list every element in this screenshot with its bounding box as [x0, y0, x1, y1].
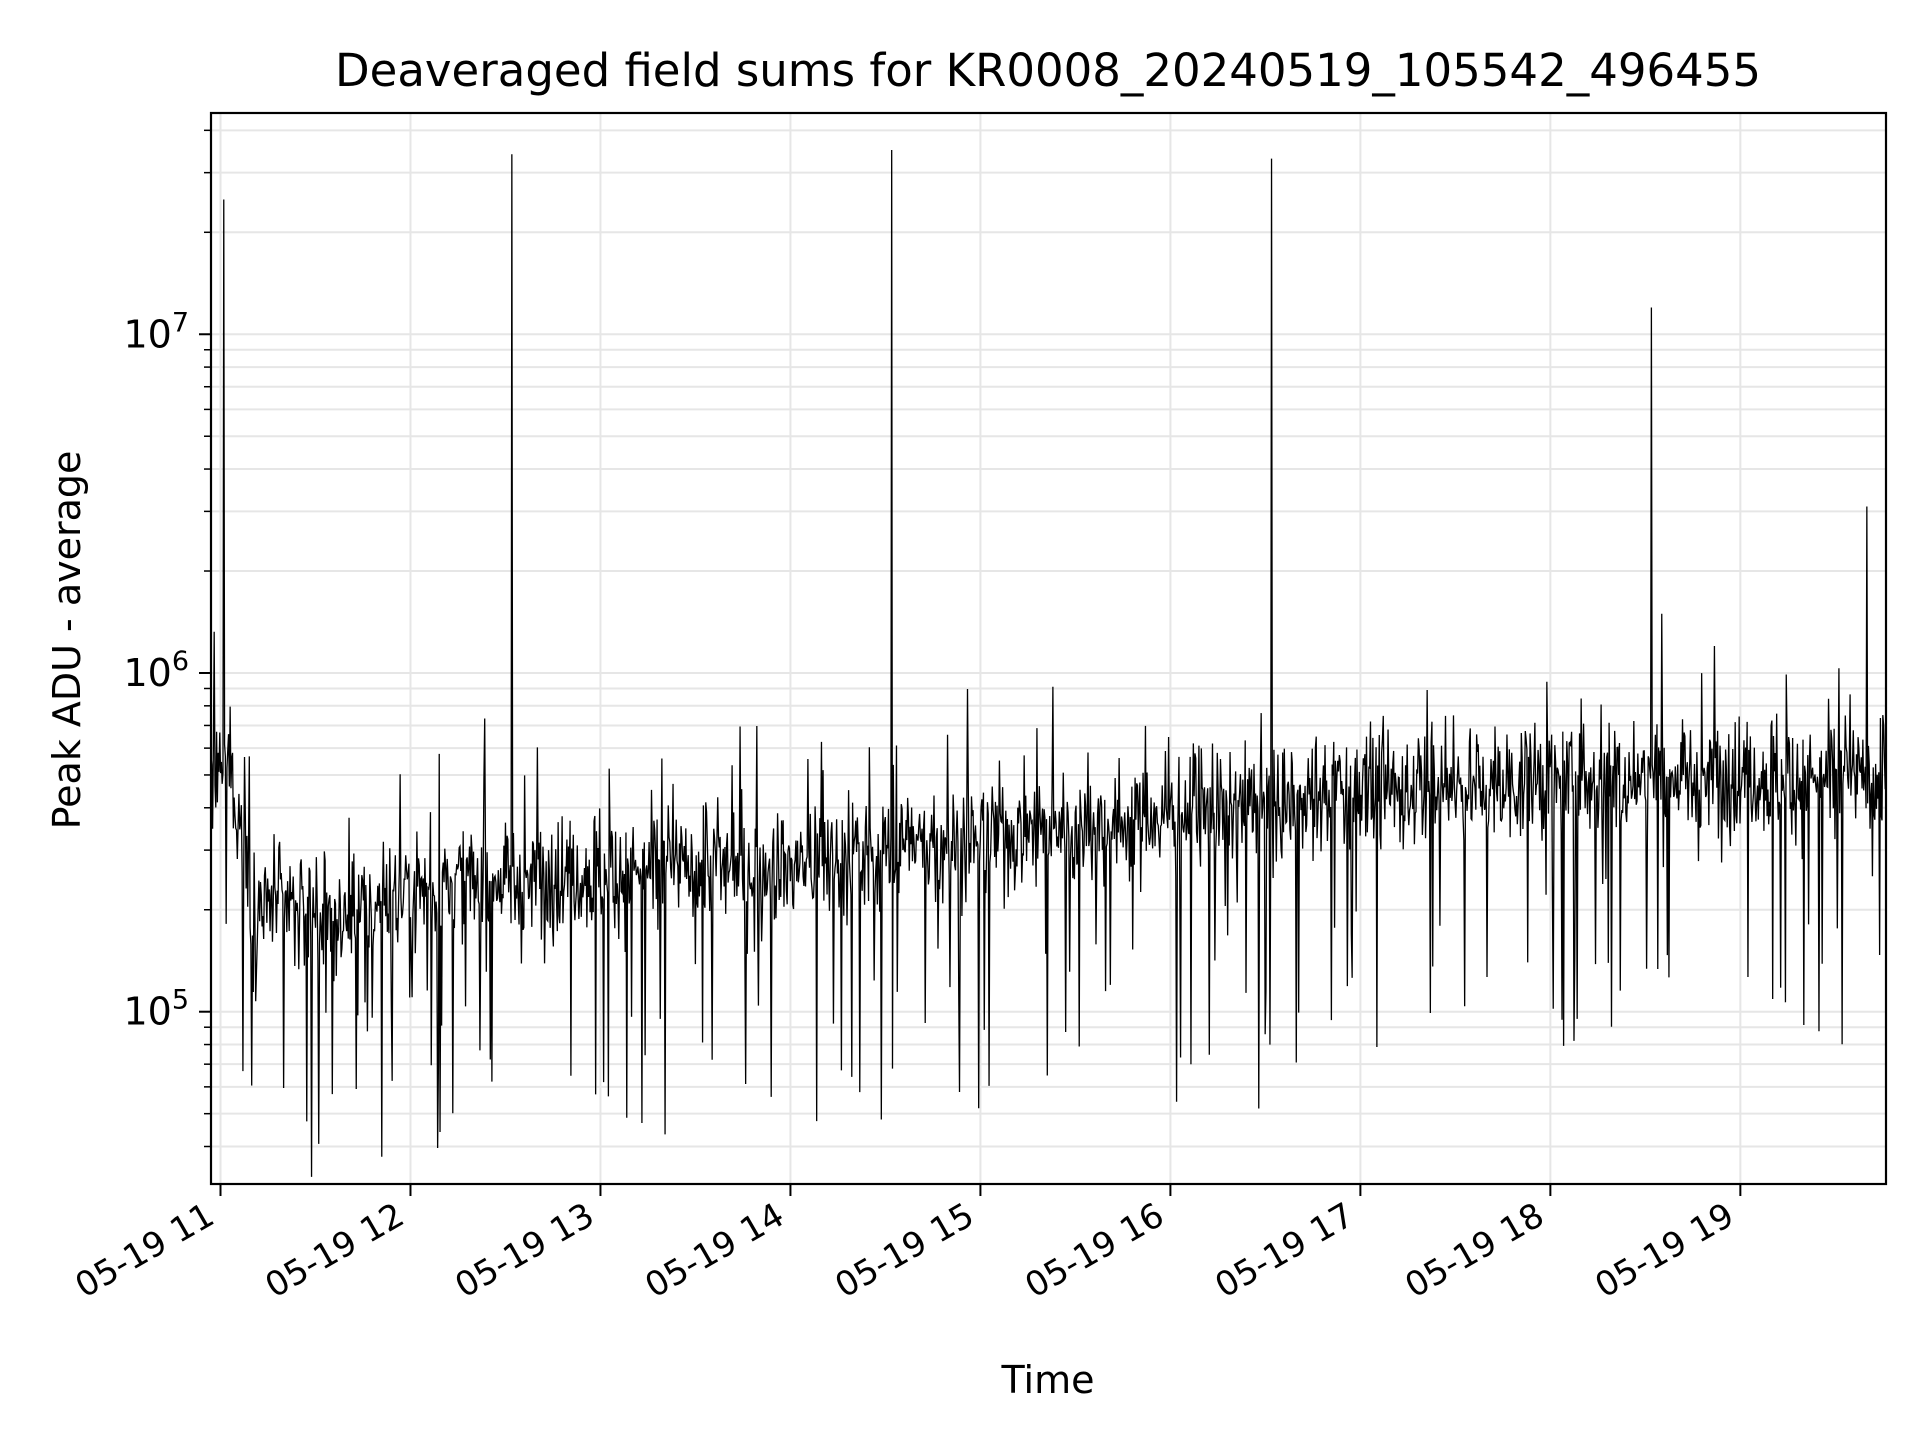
plot-frame [209, 111, 1888, 1186]
x-axis-label: Time [1001, 1358, 1095, 1402]
chart-title: Deaveraged field sums for KR0008_2024051… [335, 44, 1761, 97]
series-line [210, 149, 1887, 1177]
y-axis-label: Peak ADU - average [45, 451, 89, 830]
series-line-path [210, 149, 1887, 1177]
y-tick-label: 105 [123, 985, 189, 1034]
